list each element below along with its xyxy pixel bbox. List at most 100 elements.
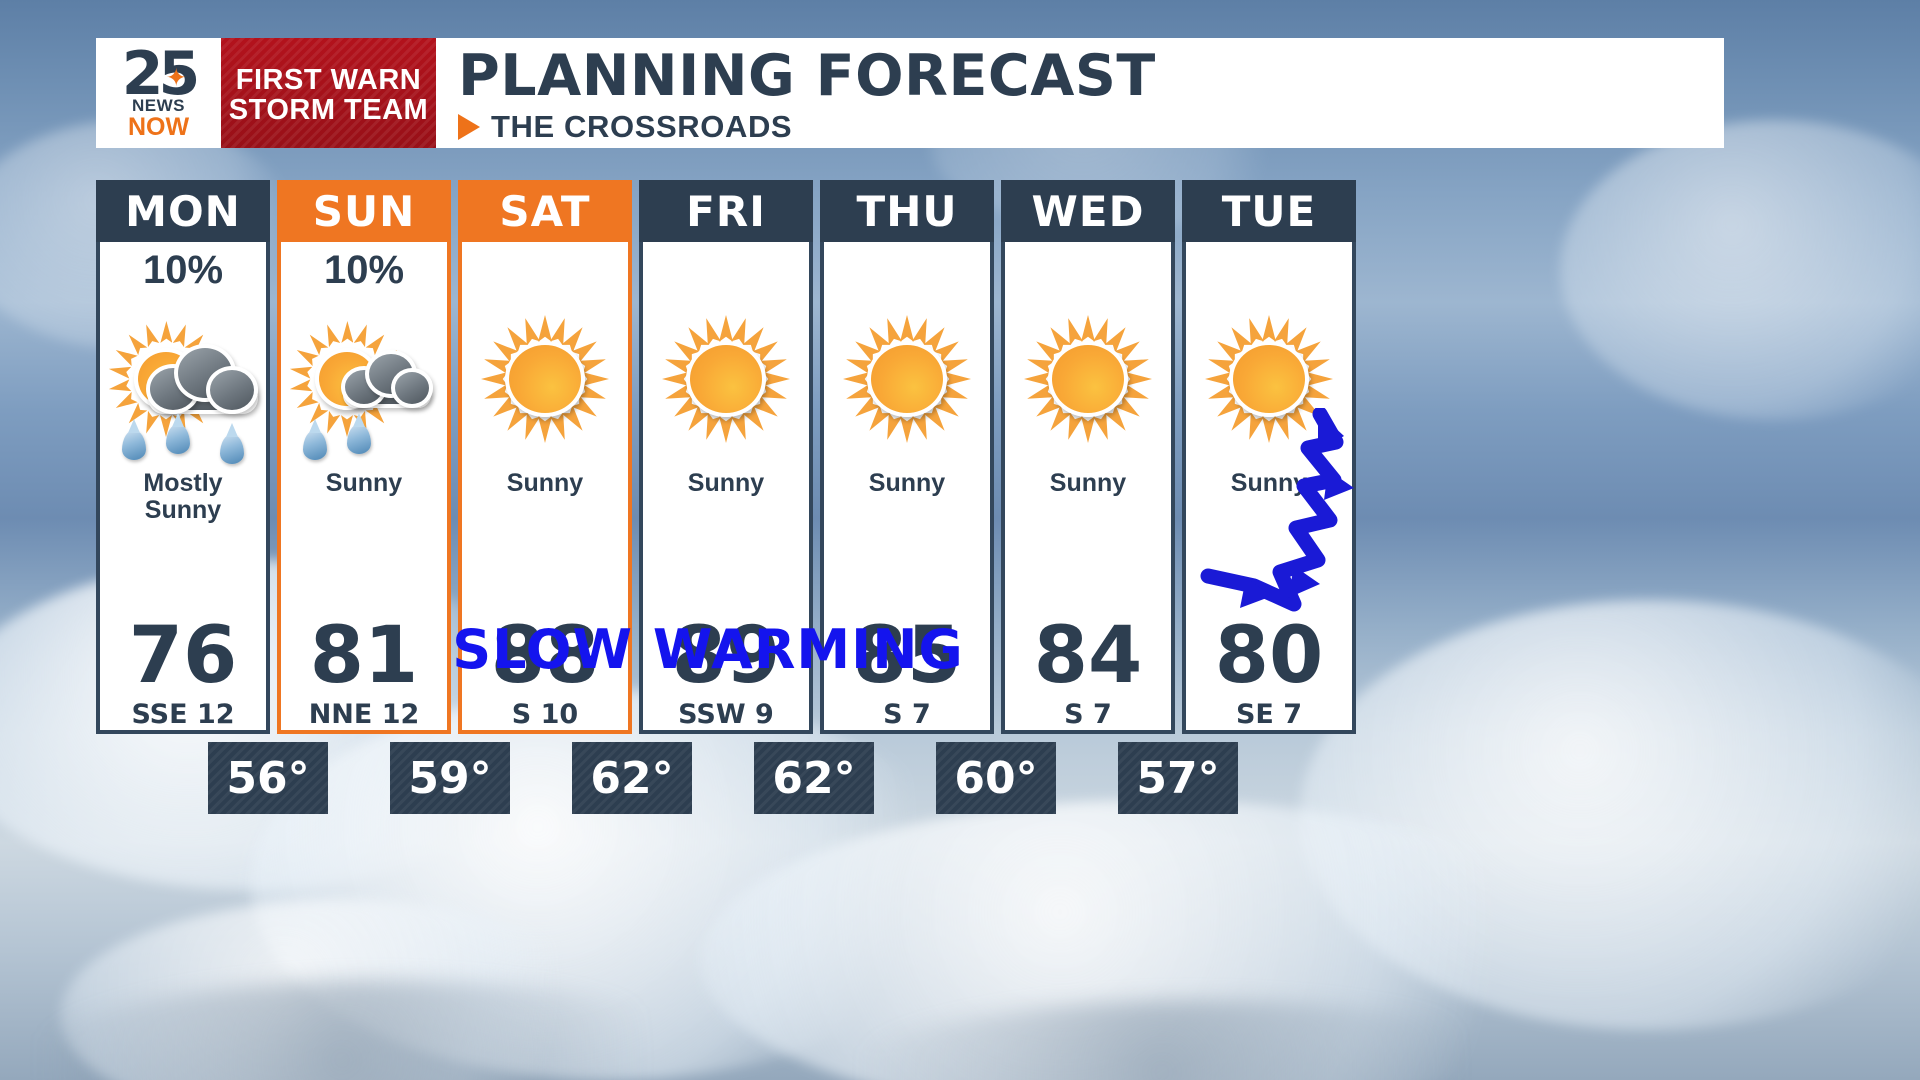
day-header: MON	[96, 180, 270, 242]
page-title: PLANNING FORECAST	[458, 42, 1156, 109]
header-titles: PLANNING FORECAST THE CROSSROADS	[436, 38, 1724, 148]
precip-probability: 10%	[323, 248, 405, 292]
wind-info: SSW 9	[678, 699, 774, 730]
sun-rays	[1204, 314, 1334, 444]
day-header: FRI	[639, 180, 813, 242]
sun-icon	[1023, 314, 1153, 444]
channel-number-text: 25	[121, 38, 200, 109]
sun-disc	[1229, 341, 1309, 417]
rain-drop-icon	[347, 413, 371, 454]
storm-team-line2: STORM TEAM	[228, 94, 429, 126]
forecast-grid: MON 10% Mostly Sunny 76 SSE 12 SUN 10% Sunny 81 NN…	[96, 180, 1724, 734]
sun-disc	[505, 341, 585, 417]
cloud-shape	[1560, 120, 1920, 420]
day-header: WED	[1001, 180, 1175, 242]
overnight-lows-row: 56° 59° 62° 62° 60° 57°	[96, 742, 1724, 814]
sun-disc	[1048, 341, 1128, 417]
weather-icon	[1005, 294, 1171, 464]
high-temperature: 85	[852, 611, 962, 701]
sun-disc	[686, 341, 766, 417]
overnight-low-box: 62°	[572, 742, 692, 814]
triangle-icon	[458, 113, 480, 140]
day-card: 10% Mostly Sunny 76 SSE 12	[96, 242, 270, 734]
day-card: 10% Sunny 81 NNE 12	[277, 242, 451, 734]
sun-icon	[661, 314, 791, 444]
star-icon: ✦	[165, 62, 187, 92]
condition-text: Sunny	[687, 469, 765, 497]
sun-icon	[842, 314, 972, 444]
forecast-column[interactable]: SUN 10% Sunny 81 NNE 12	[277, 180, 451, 734]
condition-text: Sunny	[1049, 469, 1127, 497]
weather-icon	[1186, 294, 1352, 464]
station-logo: 25 ✦ NEWS NOW	[96, 38, 221, 148]
wind-info: NNE 12	[308, 699, 420, 730]
high-temperature: 81	[309, 611, 419, 701]
condition-text: Sunny	[1230, 469, 1308, 497]
forecast-column[interactable]: MON 10% Mostly Sunny 76 SSE 12	[96, 180, 270, 734]
weather-icon	[643, 294, 809, 464]
high-temperature: 84	[1033, 611, 1143, 701]
channel-number-logo: 25 ✦	[122, 44, 200, 104]
day-header: SUN	[277, 180, 451, 242]
weather-icon	[462, 294, 628, 464]
overnight-low-box: 59°	[390, 742, 510, 814]
wind-info: SSE 12	[131, 699, 235, 730]
wind-info: S 7	[1064, 699, 1112, 730]
day-header: SAT	[458, 180, 632, 242]
graphic-header-bar: 25 ✦ NEWS NOW FIRST WARN STORM TEAM PLAN…	[96, 38, 1724, 148]
condition-text: Sunny	[868, 469, 946, 497]
sun-icon	[1204, 314, 1334, 444]
condition-text: Sunny	[506, 469, 584, 497]
forecast-panel: 25 ✦ NEWS NOW FIRST WARN STORM TEAM PLAN…	[96, 38, 1724, 814]
high-temperature: 88	[490, 611, 600, 701]
logo-now-text: NOW	[127, 112, 190, 141]
rain-drop-icon	[166, 413, 190, 454]
sun-rays	[480, 314, 610, 444]
storm-team-line1: FIRST WARN	[235, 63, 422, 96]
sun-rays	[295, 321, 399, 431]
overnight-low-box: 56°	[208, 742, 328, 814]
cloud-icon	[339, 348, 435, 410]
wind-info: S 7	[883, 699, 931, 730]
wind-info: SE 7	[1235, 699, 1303, 730]
day-header: TUE	[1182, 180, 1356, 242]
day-header: THU	[820, 180, 994, 242]
cloud-icon	[144, 342, 262, 416]
logo-news-text: NEWS	[132, 95, 185, 115]
high-temperature: 80	[1214, 611, 1324, 701]
sun-icon	[480, 314, 610, 444]
overnight-low-box: 57°	[1118, 742, 1238, 814]
sun-rays	[661, 314, 791, 444]
cold-front-arrow-icon	[1200, 408, 1354, 612]
rain-drop-icon	[122, 419, 146, 460]
sun-rays	[114, 321, 218, 431]
wind-info: S 10	[511, 699, 579, 730]
weather-icon	[281, 294, 447, 464]
high-temperature: 89	[671, 611, 781, 701]
first-warn-storm-team-badge: FIRST WARN STORM TEAM	[221, 38, 436, 148]
subtitle-row: THE CROSSROADS	[458, 109, 1724, 145]
precip-probability: 10%	[142, 248, 224, 292]
overnight-low-box: 62°	[754, 742, 874, 814]
overnight-low-box: 60°	[936, 742, 1056, 814]
high-temperature: 76	[128, 611, 238, 701]
page-subtitle: THE CROSSROADS	[491, 108, 793, 144]
weather-icon	[824, 294, 990, 464]
sun-disc	[867, 341, 947, 417]
weather-icon	[100, 294, 266, 464]
slow-warming-annotation: SLOW WARMING	[452, 618, 964, 681]
condition-text: Mostly Sunny	[143, 469, 223, 524]
sun-rays	[842, 314, 972, 444]
sun-rays	[1023, 314, 1153, 444]
condition-text: Sunny	[325, 469, 403, 497]
rain-drop-icon	[303, 419, 327, 460]
rain-drop-icon	[220, 423, 244, 464]
